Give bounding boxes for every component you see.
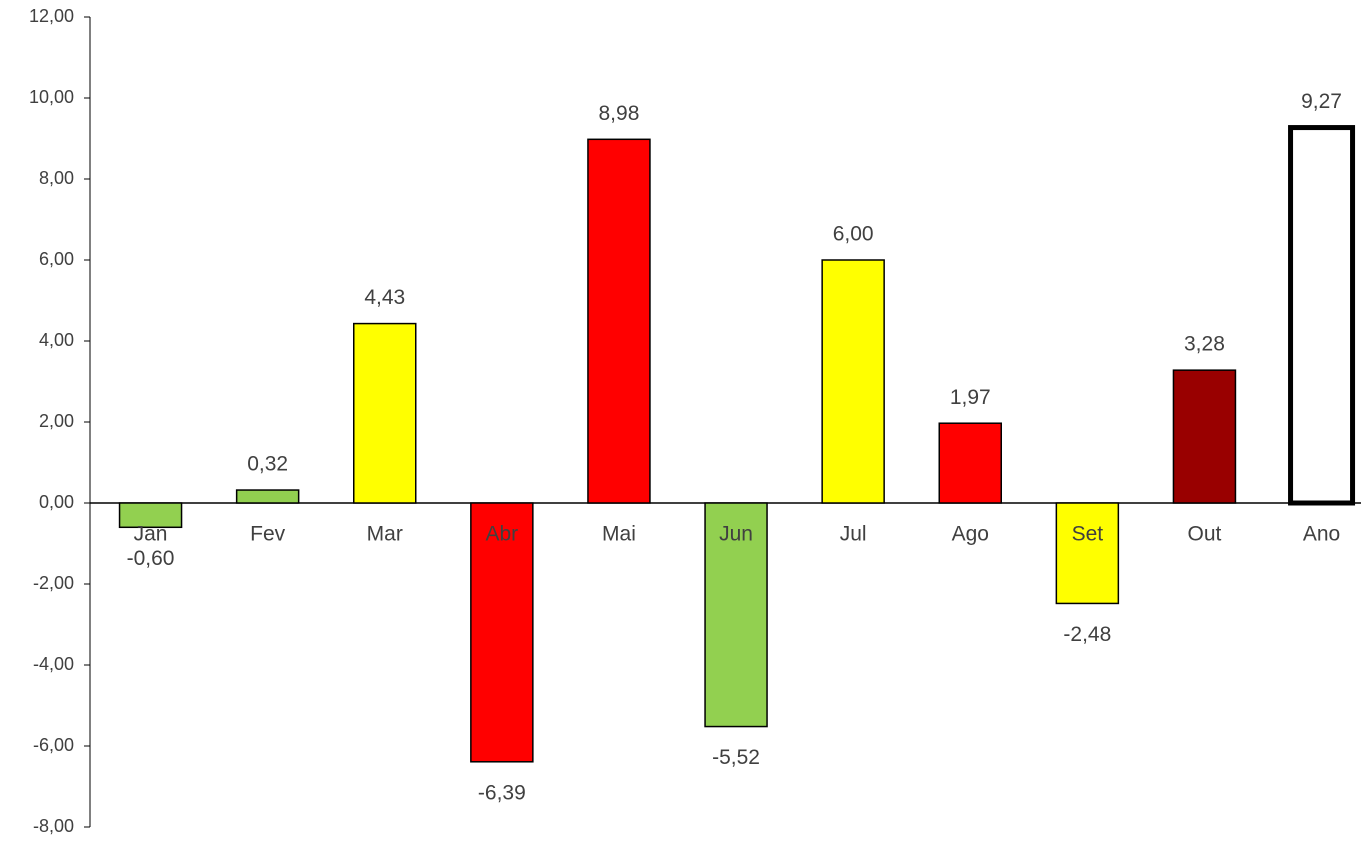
bar <box>704 502 768 728</box>
bar <box>1288 125 1356 506</box>
value-label: -0,60 <box>127 547 175 570</box>
x-tick-label: Jul <box>840 523 867 546</box>
bar <box>938 422 1002 504</box>
y-tick-label: 10,00 <box>29 87 74 107</box>
value-label: -6,39 <box>478 781 526 804</box>
y-tick-label: -8,00 <box>33 816 74 836</box>
value-label: 0,32 <box>247 453 288 476</box>
y-tick-label: 6,00 <box>39 249 74 269</box>
bar <box>1055 502 1120 605</box>
x-tick-label: Jan <box>134 523 168 546</box>
y-tick-label: -6,00 <box>33 735 74 755</box>
y-tick-label: 2,00 <box>39 411 74 431</box>
value-label: 3,28 <box>1184 333 1225 356</box>
x-tick-label: Abr <box>486 523 519 546</box>
value-label: 1,97 <box>950 386 991 409</box>
y-tick-label: 12,00 <box>29 6 74 26</box>
x-tick-label: Ano <box>1303 523 1340 546</box>
x-tick-label: Fev <box>250 523 286 546</box>
value-label: -5,52 <box>712 746 760 769</box>
bar <box>821 259 885 504</box>
x-tick-label: Mar <box>367 523 403 546</box>
x-tick-label: Mai <box>602 523 636 546</box>
y-tick-label: 4,00 <box>39 330 74 350</box>
bar <box>587 138 651 504</box>
x-tick-label: Ago <box>952 523 989 546</box>
bar <box>235 489 300 504</box>
y-tick-label: 0,00 <box>39 492 74 512</box>
y-tick-label: -4,00 <box>33 654 74 674</box>
bar <box>470 502 534 763</box>
value-label: 4,43 <box>364 286 405 309</box>
bar <box>1172 369 1237 504</box>
x-tick-label: Jun <box>719 523 753 546</box>
value-label: -2,48 <box>1063 623 1111 646</box>
value-label: 9,27 <box>1301 90 1342 113</box>
x-tick-label: Out <box>1188 523 1222 546</box>
value-label: 8,98 <box>599 102 640 125</box>
y-tick-label: -2,00 <box>33 573 74 593</box>
bar <box>353 322 417 504</box>
x-tick-label: Set <box>1072 523 1104 546</box>
y-tick-label: 8,00 <box>39 168 74 188</box>
value-label: 6,00 <box>833 223 874 246</box>
bar <box>118 502 183 529</box>
